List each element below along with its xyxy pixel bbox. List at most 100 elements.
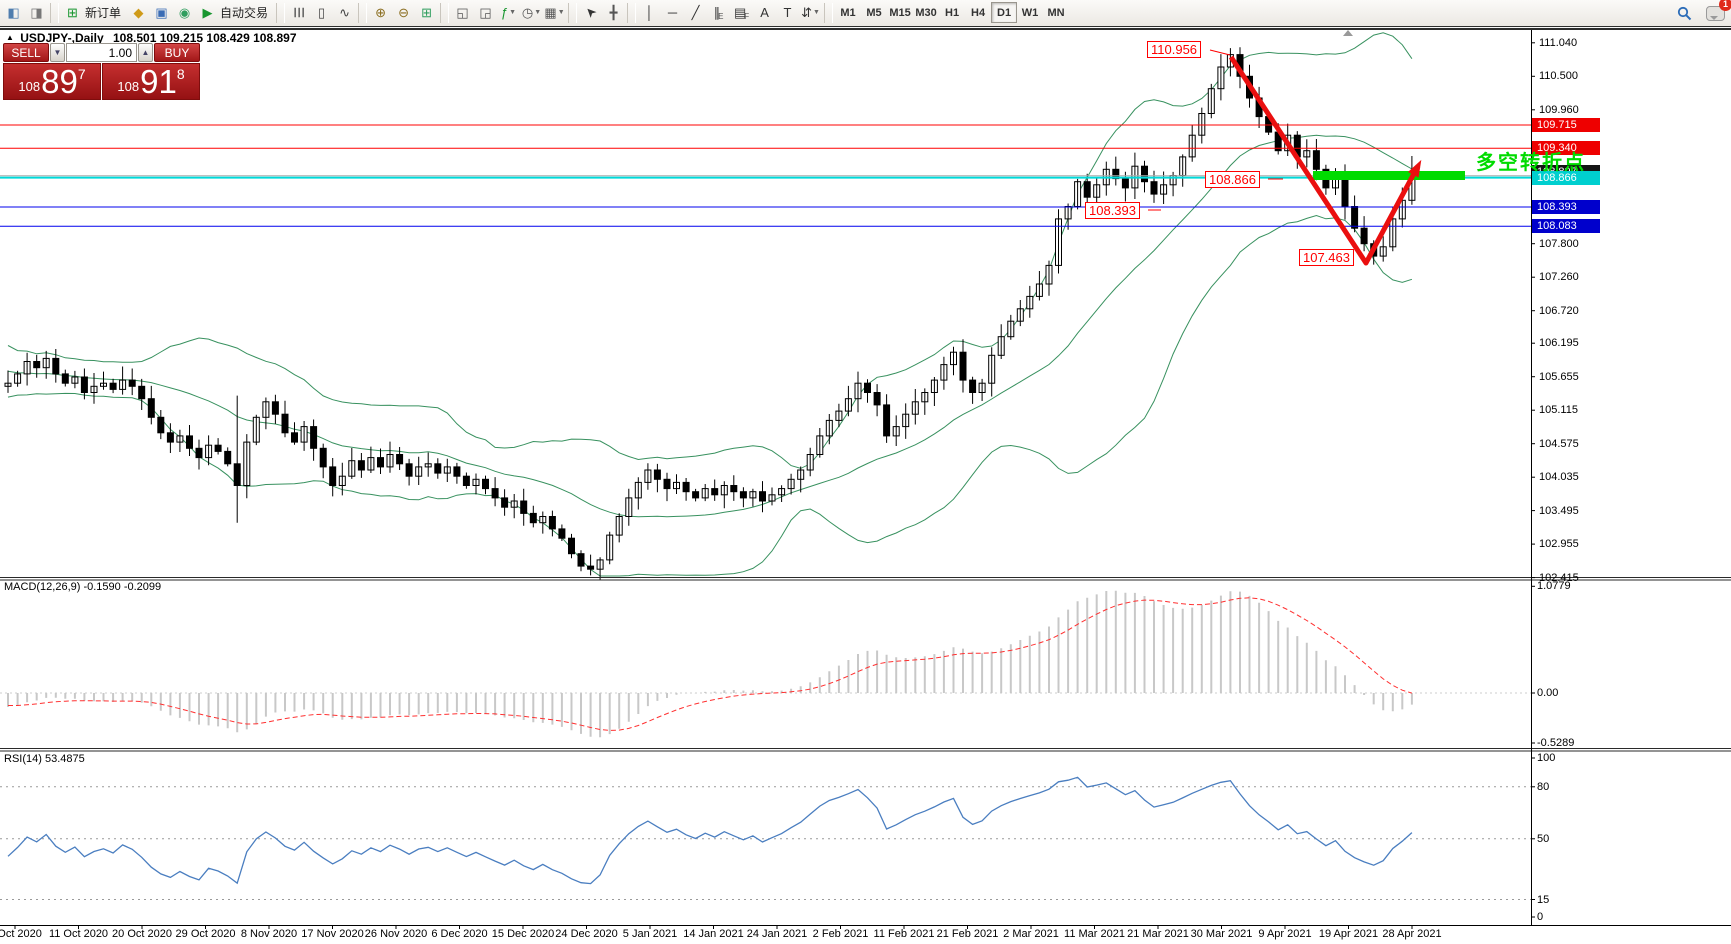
market-icon[interactable]: ▣ — [150, 2, 173, 24]
candlesticks — [4, 47, 1416, 581]
zoom-out-icon[interactable]: ⊖ — [392, 2, 415, 24]
autotrading-icon[interactable]: ▶ — [196, 2, 219, 24]
price-axis-label: 103.495 — [1539, 504, 1579, 517]
rsi-indicator-label: RSI(14) 53.4875 — [4, 753, 85, 765]
horizontal-line-objects[interactable] — [0, 124, 1531, 227]
new-order-label: 新订单 — [85, 6, 122, 20]
new-order-icon[interactable]: ⊞ — [61, 2, 84, 24]
timeframe-m30[interactable]: M30 — [915, 6, 937, 19]
trade-panel-prices: 108 89 7 108 91 8 — [3, 63, 200, 100]
zoom-in-icon[interactable]: ⊕ — [369, 2, 392, 24]
horizontal-line-icon[interactable]: ─ — [661, 2, 684, 24]
price-axis-label: 106.720 — [1539, 304, 1579, 317]
timeframe-m1[interactable]: M1 — [840, 6, 856, 19]
macd-histogram — [7, 590, 1413, 738]
notifications-icon[interactable]: 1 — [1704, 0, 1731, 24]
trend-arrow — [1228, 55, 1421, 266]
timeframe-m5[interactable]: M5 — [866, 6, 882, 19]
vertical-line-icon[interactable]: │ — [638, 2, 661, 24]
candlestick-chart-icon[interactable]: ▯ — [310, 2, 333, 24]
trend-arrow-head — [1407, 159, 1422, 178]
candlestick-chart-icon: ▯ — [317, 5, 326, 20]
price-badge-109.340: 109.340 — [1532, 141, 1600, 156]
date-axis-label: 24 Jan 2021 — [746, 928, 808, 940]
price-annotation-box[interactable]: 108.866 — [1205, 171, 1260, 188]
date-axis-label: 5 Jan 2021 — [622, 928, 678, 940]
crosshair-icon[interactable]: ╋ — [602, 2, 625, 24]
ask-prefix: 108 — [117, 79, 140, 94]
price-axis-label: 106.195 — [1539, 337, 1579, 350]
buy-button[interactable]: BUY — [154, 43, 200, 62]
timeframe-h4[interactable]: H4 — [971, 6, 986, 19]
trade-panel-controls: SELL ▼ ▲ BUY — [3, 43, 200, 62]
toolbar-separator — [50, 2, 59, 23]
indicators-icon: ƒ — [500, 5, 509, 20]
profiles-icon[interactable]: ◨ — [25, 2, 48, 24]
bid-pip: 7 — [77, 66, 86, 82]
timeframe-h1[interactable]: H1 — [945, 6, 960, 19]
price-annotation-box[interactable]: 110.956 — [1147, 41, 1202, 58]
chart-shift-marker — [1343, 30, 1353, 36]
sell-button[interactable]: SELL — [3, 43, 49, 62]
timeframe-m15[interactable]: M15 — [889, 6, 911, 19]
date-axis-label: 1 Oct 2020 — [0, 928, 42, 940]
search-icon[interactable] — [1673, 2, 1696, 24]
price-annotation-box[interactable]: 107.463 — [1299, 249, 1354, 266]
macd-signal-line — [8, 597, 1413, 731]
tile-windows-icon: ⊞ — [421, 5, 432, 20]
signals-icon: ◉ — [178, 5, 191, 20]
price-badge-108.866: 108.866 — [1532, 170, 1600, 185]
equidistant-channel-icon[interactable]: ∥ E — [713, 5, 724, 21]
date-axis-label: 11 Feb 2021 — [873, 928, 935, 940]
bid-main: 89 — [41, 63, 78, 100]
timeframe-mn[interactable]: MN — [1047, 6, 1065, 19]
volume-increase-button[interactable]: ▲ — [138, 43, 153, 62]
periods-icon[interactable]: ◷ ▼ — [520, 2, 543, 24]
candle-wicks — [7, 47, 1413, 581]
templates-icon[interactable]: ▦ ▼ — [543, 2, 566, 24]
toolbar-bottom-edge — [0, 25, 1731, 30]
new-chart-icon[interactable]: ◧ — [2, 2, 25, 24]
date-axis-label: 2 Feb 2021 — [812, 928, 869, 940]
metaeditor-icon[interactable]: ◆ — [127, 2, 150, 24]
bid-price[interactable]: 108 89 7 — [3, 63, 101, 100]
volume-input[interactable] — [66, 43, 137, 62]
auto-arrange-icon[interactable]: ◱ — [451, 2, 474, 24]
timeframe-d1[interactable]: D1 — [991, 2, 1018, 23]
bollinger-lower — [7, 214, 1413, 577]
rsi-axis-label: 0 — [1537, 911, 1544, 923]
date-axis-label: 11 Mar 2021 — [1064, 928, 1125, 940]
dropdown-arrow-icon: ▼ — [509, 9, 517, 16]
price-axis-label: 104.575 — [1539, 437, 1579, 450]
rsi-line — [7, 776, 1413, 885]
fibonacci-icon[interactable]: ▤ F — [733, 5, 750, 21]
toolbar-separator — [824, 2, 834, 23]
indicators-icon[interactable]: ƒ ▼ — [497, 2, 520, 24]
signals-icon[interactable]: ◉ — [173, 2, 196, 24]
text-icon[interactable]: A — [753, 2, 776, 24]
date-axis-label: 17 Nov 2020 — [301, 928, 364, 940]
volume-decrease-button[interactable]: ▼ — [50, 43, 65, 62]
date-axis-label: 14 Jan 2021 — [683, 928, 744, 940]
tile-windows-icon[interactable]: ⊞ — [415, 2, 438, 24]
chart-annotations[interactable] — [1148, 49, 1465, 266]
metaeditor-icon: ◆ — [133, 5, 144, 20]
dropdown-arrow-icon: ▼ — [557, 9, 565, 16]
annotation-text[interactable]: 多空转折点 — [1476, 152, 1586, 174]
new-order-icon: ⊞ — [67, 5, 78, 20]
collapse-panel-icon[interactable]: ▲ — [6, 33, 14, 42]
timeframe-w1[interactable]: W1 — [1021, 6, 1039, 19]
trendline-icon[interactable]: ╱ — [684, 2, 707, 24]
price-axis-label: 111.040 — [1539, 36, 1578, 49]
price-badge-108.393: 108.393 — [1532, 199, 1600, 214]
zoom-out-icon: ⊖ — [398, 5, 409, 20]
chart-shift-icon[interactable]: ◲ — [474, 2, 497, 24]
price-annotation-box[interactable]: 108.393 — [1085, 202, 1140, 219]
autotrading-label: 自动交易 — [220, 6, 269, 20]
equidistant-channel-icon: ∥ — [713, 5, 721, 20]
text-label-icon[interactable]: T — [776, 2, 799, 24]
arrow-tools-icon[interactable]: ⇵ ▼ — [799, 2, 822, 24]
ask-price[interactable]: 108 91 8 — [102, 63, 200, 100]
line-chart-icon[interactable]: ∿ — [333, 2, 356, 24]
